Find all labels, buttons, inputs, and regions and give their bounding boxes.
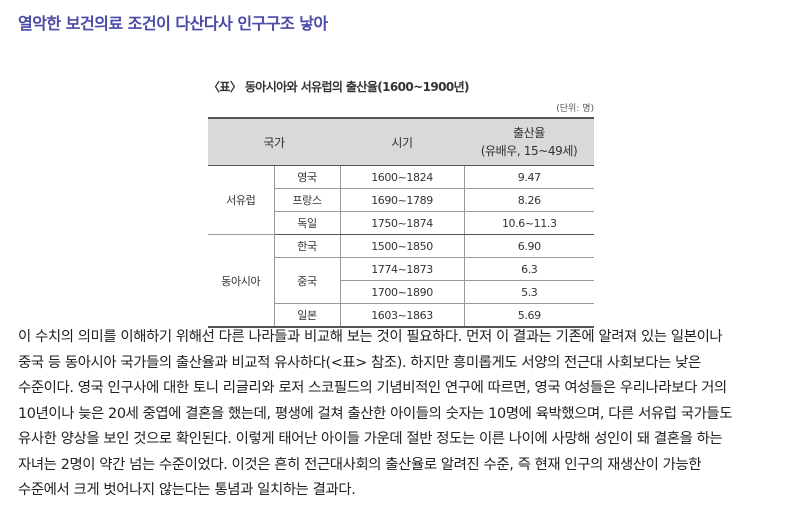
rate-cell: 5.3 (464, 280, 594, 304)
table-row: 동아시아 한국 1500~1850 6.90 (208, 234, 594, 327)
country-cell: 프랑스 (274, 188, 340, 212)
table-row: 서유럽 영국 1600~1824 9.47 (208, 165, 594, 235)
header-country: 국가 (208, 118, 340, 166)
period-cell: 1500~1850 (339, 234, 465, 258)
country-cell: 일본 (297, 309, 317, 322)
country-cell: 독일 (274, 211, 340, 235)
period-cell: 1600~1824 (339, 165, 465, 189)
table-row: 중국 1774~1873 6.3 (208, 257, 594, 304)
birth-rate-table: 국가 시기 출산율 (유배우, 15~49세) 서유럽 영국 1600~1824… (208, 117, 594, 328)
table-unit: (단위: 명) (556, 104, 594, 114)
group-west-europe: 서유럽 (208, 165, 275, 235)
paragraph-line: 중국 등 동아시아 국가들의 출산율과 비교적 유사하다(<표> 참조). 하지… (18, 354, 701, 371)
group-east-asia: 동아시아 (208, 234, 275, 327)
rate-cell: 10.6~11.3 (464, 211, 594, 235)
country-cell: 한국 (274, 234, 340, 258)
rate-cell: 8.26 (464, 188, 594, 212)
country-cell: 중국 (274, 257, 340, 304)
table-caption: 〈표〉 동아시아와 서유럽의 출산율(1600~1900년) (208, 80, 470, 94)
birth-rate-table-figure: 〈표〉 동아시아와 서유럽의 출산율(1600~1900년) (단위: 명) 국… (208, 78, 594, 328)
table-row: 독일 1750~1874 10.6~11.3 (208, 211, 594, 235)
table-row: 일본 1603~1863 5.69 (208, 303, 594, 327)
table-row: 프랑스 1690~1789 8.26 (208, 188, 594, 212)
header-rate-title: 출산율 (513, 126, 545, 140)
article-headline: 열악한 보건의료 조건이 다산다사 인구구조 낳아 (18, 14, 328, 33)
rate-cell: 5.69 (517, 308, 541, 322)
table-row: 1700~1890 5.3 (208, 280, 594, 304)
paragraph-line: 유사한 양상을 보인 것으로 확인된다. 이렇게 태어난 아이들 가운데 절반 … (18, 431, 723, 447)
paragraph-line: 10년이나 늦은 20세 중엽에 결혼을 했는데, 평생에 걸쳐 출산한 아이들… (18, 405, 733, 422)
paragraph-line: 이 수치의 의미를 이해하기 위해선 다른 나라들과 비교해 보는 것이 필요하… (18, 329, 723, 345)
paragraph-line: 자녀는 2명이 약간 넘는 수준이었다. 이것은 흔히 전근대사회의 출산율로 … (18, 456, 702, 473)
period-cell: 1690~1789 (339, 188, 465, 212)
header-period: 시기 (340, 118, 464, 166)
header-rate: 출산율 (유배우, 15~49세) (464, 118, 594, 166)
paragraph-line: 수준이다. 영국 인구사에 대한 토니 리글리와 로저 스코필드의 기념비적인 … (18, 380, 727, 396)
table-header-row: 국가 시기 출산율 (유배우, 15~49세) (208, 118, 594, 166)
period-cell: 1603~1863 (339, 303, 465, 327)
rate-cell: 6.3 (464, 257, 594, 281)
period-cell: 1750~1874 (339, 211, 465, 235)
period-cell: 1774~1873 (339, 257, 465, 281)
period-cell: 1700~1890 (339, 280, 465, 304)
rate-cell: 9.47 (464, 165, 594, 189)
article-paragraph: 이 수치의 의미를 이해하기 위해선 다른 나라들과 비교해 보는 것이 필요하… (18, 325, 784, 504)
rate-cell: 6.90 (464, 234, 594, 258)
country-cell: 영국 (274, 165, 340, 189)
header-rate-subtitle: (유배우, 15~49세) (480, 144, 578, 158)
paragraph-line: 수준에서 크게 벗어나지 않는다는 통념과 일치하는 결과다. (18, 482, 356, 498)
